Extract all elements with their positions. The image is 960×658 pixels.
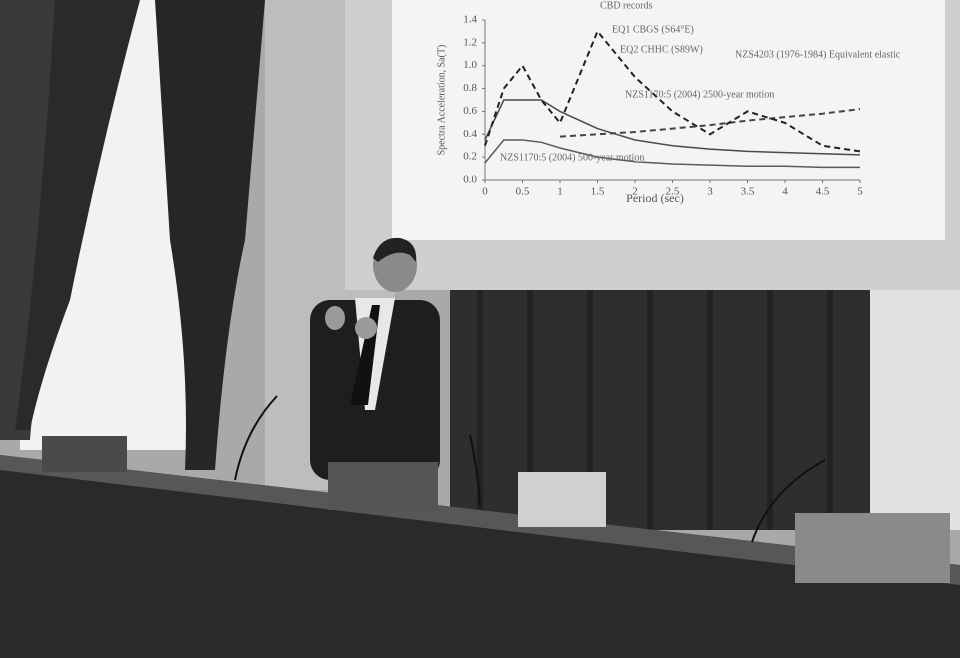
series-label: NZS1170:5 (2004) 2500-year motion (625, 89, 774, 100)
series-label: EQ2 CHHC (S89W) (620, 44, 703, 55)
series-line (559, 108, 861, 138)
series-line (484, 99, 861, 156)
monitor (42, 436, 127, 472)
x-axis-label: Period (sec) (626, 191, 684, 205)
y-tick-label: 0.4 (463, 128, 477, 140)
curtain (155, 0, 265, 470)
laptop (518, 472, 606, 527)
x-tick-label: 0.5 (516, 186, 530, 198)
y-tick-label: 1.0 (463, 59, 477, 71)
series-line (484, 29, 861, 153)
x-tick-label: 5 (857, 186, 863, 198)
y-tick-label: 0.6 (463, 105, 477, 117)
slide-chart: Period (sec) Spectra Acceleration, Sa(T)… (436, 0, 901, 204)
x-tick-label: 0 (482, 186, 488, 198)
x-tick-label: 3 (707, 186, 713, 198)
y-tick-label: 1.4 (463, 14, 477, 26)
monitor (328, 462, 438, 510)
x-tick-label: 4 (782, 186, 788, 198)
speaker (310, 237, 440, 480)
curtain (15, 0, 140, 430)
y-axis-label: Spectra Acceleration, Sa(T) (436, 45, 447, 156)
annotation: CBD records (600, 0, 653, 11)
y-tick-label: 1.2 (463, 36, 477, 48)
curtain (0, 0, 60, 440)
annotation: EQ1 CBGS (S64°E) (612, 24, 694, 35)
x-tick-label: 2.5 (666, 186, 680, 198)
monitor (795, 513, 950, 583)
y-tick-label: 0.8 (463, 82, 477, 94)
x-tick-label: 3.5 (741, 186, 755, 198)
desk (0, 455, 960, 658)
y-tick-label: 0.2 (463, 151, 477, 163)
x-tick-label: 1 (557, 186, 563, 198)
x-tick-label: 4.5 (816, 186, 830, 198)
series-line (484, 139, 860, 169)
projection-screen (392, 0, 945, 240)
x-tick-label: 2 (632, 186, 638, 198)
series-label: NZS4203 (1976-1984) Equivalent elastic (735, 49, 901, 60)
x-tick-label: 1.5 (591, 186, 605, 198)
microphones (234, 395, 826, 543)
desk-top (0, 455, 960, 585)
y-tick-label: 0.0 (463, 174, 477, 186)
series-label: NZS1170:5 (2004) 500-year motion (500, 152, 644, 163)
pillar (870, 290, 960, 530)
stage-curtain (450, 290, 870, 530)
